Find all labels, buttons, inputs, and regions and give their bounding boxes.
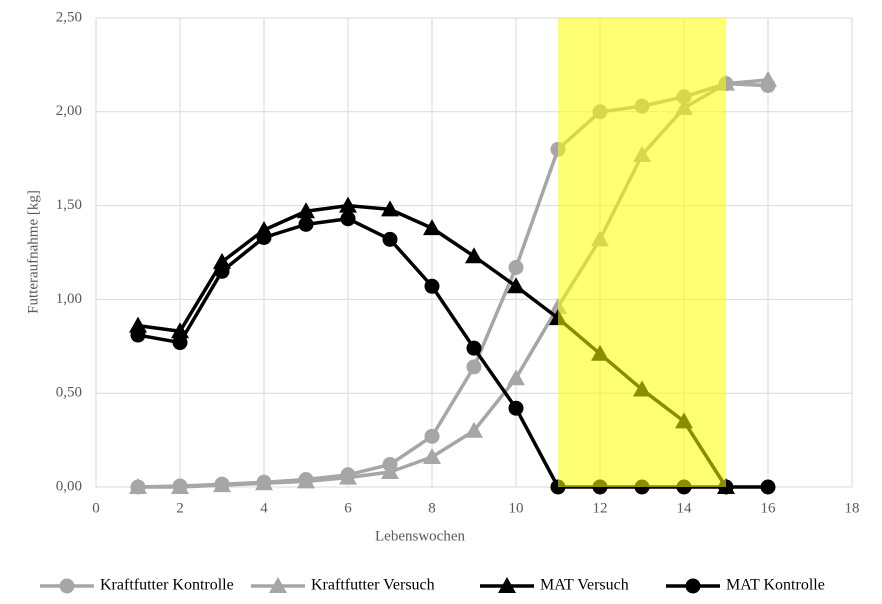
y-tick-label: 1,50 [56,197,82,213]
data-point [171,478,189,494]
data-point [466,359,482,375]
data-point [339,468,357,485]
x-tick-label: 16 [761,500,777,516]
data-point [213,476,231,493]
data-point [213,252,231,269]
data-point [424,428,440,444]
data-point [507,277,525,294]
y-axis-label: Futteraufnahme [kg] [25,190,41,314]
data-point [255,474,273,491]
data-point [423,447,441,464]
x-tick-label: 12 [593,500,608,516]
x-tick-label: 4 [260,500,268,516]
data-point [508,260,524,276]
data-point [465,421,483,438]
legend-label: Kraftfutter Versuch [311,577,435,594]
legend-label: MAT Versuch [540,577,629,594]
data-point [423,219,441,236]
data-point [130,327,146,343]
data-point [256,229,272,245]
data-point [465,247,483,264]
data-point [507,369,525,386]
legend-marker [59,578,75,594]
data-point [759,70,777,87]
legend-label: MAT Kontrolle [726,577,825,594]
data-point [381,200,399,217]
legend-marker [685,578,701,594]
x-axis-label: Lebenswochen [375,528,465,544]
x-tick-label: 0 [92,500,100,516]
y-tick-label: 2,00 [56,103,82,119]
data-point [508,400,524,416]
x-tick-label: 18 [845,500,860,516]
data-point [466,340,482,356]
data-point [340,211,356,227]
x-tick-label: 8 [428,500,436,516]
x-tick-label: 6 [344,500,352,516]
data-point [297,202,315,219]
data-point [298,216,314,232]
y-tick-label: 0,50 [56,385,82,401]
data-point [339,196,357,213]
y-tick-label: 1,00 [56,291,82,307]
legend-marker [269,577,287,593]
data-point [297,472,315,489]
data-point [214,263,230,279]
data-point [172,335,188,351]
x-tick-label: 2 [176,500,184,516]
data-point [129,478,147,494]
x-tick-label: 14 [677,500,693,516]
y-tick-label: 2,50 [56,9,82,25]
legend-marker [498,577,516,593]
y-tick-label: 0,00 [56,478,82,494]
data-point [760,479,776,495]
data-point [382,231,398,247]
data-point [381,462,399,479]
highlight-band [558,18,726,487]
data-point [424,278,440,294]
legend-label: Kraftfutter Kontrolle [100,577,234,594]
x-tick-label: 10 [509,500,524,516]
data-point [129,316,147,333]
